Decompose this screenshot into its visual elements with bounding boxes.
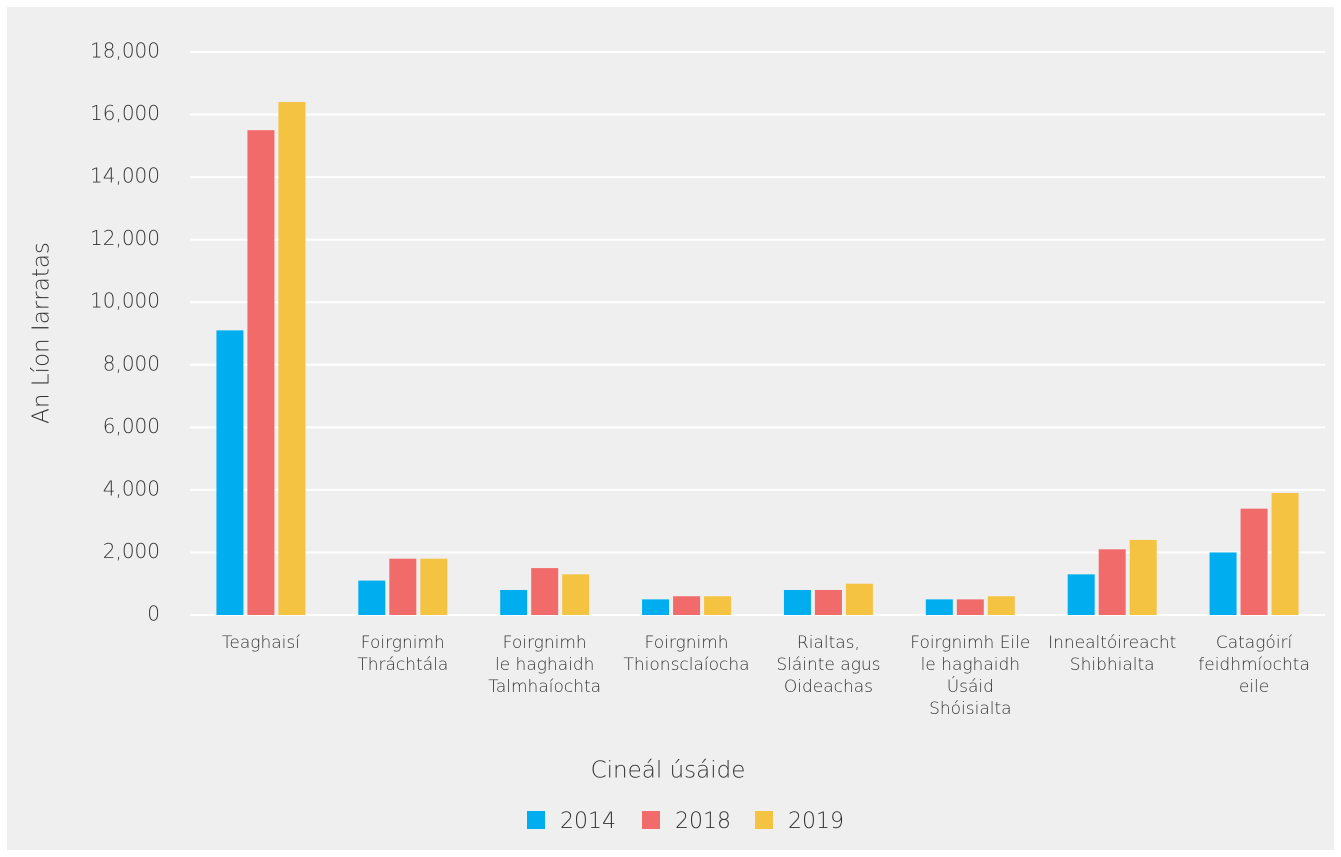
- bar: [358, 580, 386, 615]
- x-axis-title: Cineál úsáide: [591, 758, 746, 784]
- bar: [642, 599, 670, 615]
- y-axis-title: An Líon Iarratas: [29, 242, 55, 424]
- bar: [278, 102, 306, 616]
- bar: [925, 599, 953, 615]
- x-tick-label: eile: [1239, 677, 1269, 697]
- bar: [704, 596, 732, 615]
- bar: [783, 589, 811, 615]
- bar: [389, 558, 417, 615]
- x-tick-label: Foirgnimh: [361, 633, 445, 653]
- y-tick-label: 0: [147, 602, 160, 626]
- x-tick-label: Úsáid: [947, 675, 994, 697]
- bar: [1240, 508, 1268, 615]
- legend-swatch: [755, 811, 773, 829]
- x-tick-label: feidhmíochta: [1198, 655, 1310, 675]
- bar: [531, 568, 559, 615]
- x-tick-label: Shibhialta: [1070, 655, 1155, 675]
- x-tick-label: le haghaidh: [921, 655, 1020, 675]
- y-tick-label: 2,000: [103, 539, 160, 563]
- x-tick-label: Thráchtála: [357, 655, 448, 675]
- bar: [562, 574, 590, 615]
- y-tick-label: 12,000: [90, 226, 160, 250]
- bar: [500, 589, 528, 615]
- bar: [956, 599, 984, 615]
- x-tick-label: Thionsclaíocha: [624, 655, 750, 675]
- bar: [420, 558, 448, 615]
- y-tick-label: 10,000: [90, 289, 160, 313]
- bar: [814, 589, 842, 615]
- bar: [987, 596, 1015, 615]
- x-tick-label: Foirgnimh: [645, 633, 729, 653]
- y-tick-label: 18,000: [90, 39, 160, 63]
- bar: [845, 583, 873, 615]
- x-tick-label: Oideachas: [784, 677, 873, 697]
- legend-swatch: [642, 811, 660, 829]
- bar: [1067, 574, 1095, 615]
- y-tick-label: 4,000: [103, 476, 160, 500]
- bar: [1098, 549, 1126, 615]
- legend-label: 2014: [560, 809, 616, 834]
- x-tick-label: Sláinte agus: [776, 655, 880, 675]
- bar: [247, 130, 275, 615]
- y-tick-label: 8,000: [103, 351, 160, 375]
- x-tick-label: le haghaidh: [495, 655, 594, 675]
- x-tick-label: Shóisialta: [929, 699, 1012, 719]
- x-tick-label: Catagóirí: [1216, 633, 1293, 653]
- legend-swatch: [527, 811, 545, 829]
- x-tick-label: Talmhaíochta: [488, 677, 601, 697]
- x-tick-label: Rialtas,: [797, 633, 860, 653]
- y-tick-label: 16,000: [90, 101, 160, 125]
- legend-label: 2019: [788, 809, 844, 834]
- y-tick-label: 6,000: [103, 414, 160, 438]
- y-tick-label: 14,000: [90, 164, 160, 188]
- bar: [1129, 539, 1157, 615]
- x-tick-label: Innealtóireacht: [1048, 633, 1176, 653]
- legend-label: 2018: [675, 809, 731, 834]
- bar: [1271, 493, 1299, 615]
- x-tick-label: Foirgnimh Eile: [910, 633, 1030, 653]
- x-tick-label: Foirgnimh: [503, 633, 587, 653]
- x-tick-label: Teaghaisí: [222, 633, 300, 653]
- bar: [673, 596, 701, 615]
- bar: [1209, 552, 1237, 615]
- bar: [216, 330, 244, 615]
- chart-background: [7, 7, 1334, 850]
